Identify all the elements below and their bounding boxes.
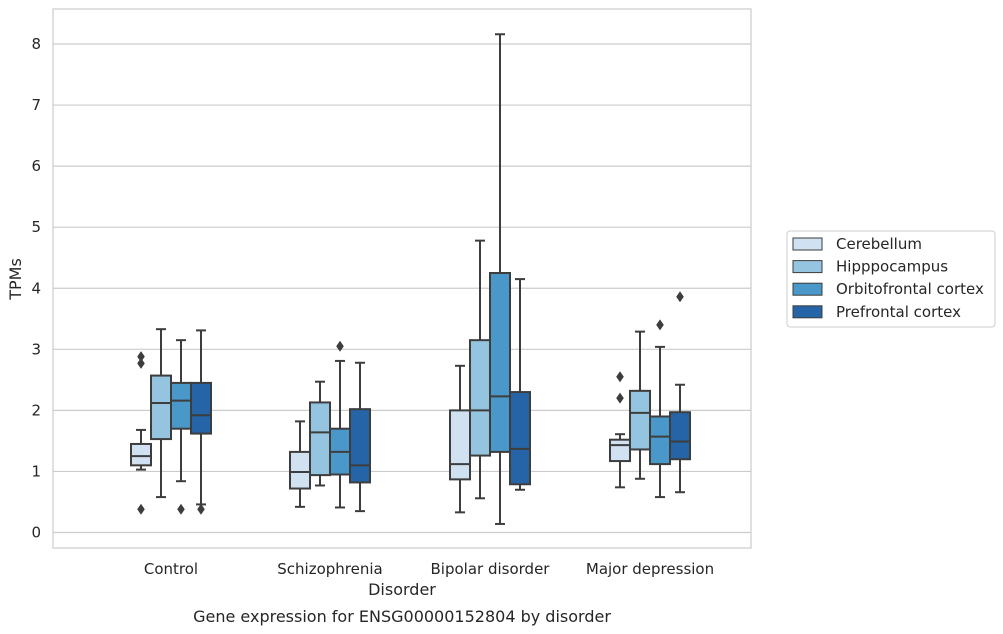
outlier-point	[137, 503, 145, 515]
plot-frame	[52, 8, 752, 549]
x-tick-label: Control	[144, 560, 198, 578]
box-group	[190, 329, 212, 515]
box-group	[669, 291, 691, 494]
box-group	[509, 278, 531, 491]
box-group	[349, 361, 371, 513]
y-tick-label: 8	[31, 35, 41, 53]
legend-swatch	[792, 237, 823, 251]
outlier-point	[616, 392, 624, 404]
box-iqr	[289, 450, 311, 490]
box-iqr	[629, 389, 651, 451]
chart-caption: Gene expression for ENSG00000152804 by d…	[193, 607, 611, 626]
y-tick-label: 6	[31, 157, 41, 175]
y-tick-labels: 0 1 2 3 4 5 6 7 8	[31, 35, 41, 541]
x-tick-label: Schizophrenia	[277, 560, 382, 578]
legend-label: Hipppocampus	[836, 258, 948, 276]
legend-frame	[786, 230, 996, 328]
outlier-point	[197, 503, 205, 515]
outlier-point	[137, 357, 145, 369]
outlier-point	[137, 351, 145, 363]
box-iqr	[449, 409, 471, 481]
x-tick-label: Major depression	[586, 560, 714, 578]
y-axis-title: TPMs	[6, 258, 25, 301]
grid-lines	[53, 43, 751, 534]
box-iqr	[649, 415, 671, 466]
box-group	[150, 328, 172, 499]
box-group	[130, 351, 152, 515]
legend-swatch	[792, 305, 823, 319]
x-axis-title: Disorder	[368, 580, 436, 599]
outlier-point	[616, 371, 624, 383]
legend: Cerebellum Hipppocampus Orbitofrontal cort…	[786, 230, 996, 328]
box-group	[609, 371, 631, 489]
box-group	[489, 33, 511, 525]
box-iqr	[349, 408, 371, 484]
legend-swatch	[792, 282, 823, 296]
boxes	[130, 33, 691, 525]
box-iqr	[509, 391, 531, 486]
box-group	[469, 239, 491, 500]
box-group	[289, 420, 311, 508]
box-group	[629, 330, 651, 480]
box-iqr	[309, 401, 331, 477]
box-group	[449, 364, 471, 514]
x-tick-label: Bipolar disorder	[431, 560, 551, 578]
legend-label: Orbitofrontal cortex	[836, 280, 984, 298]
box-iqr	[489, 271, 511, 453]
box-group	[329, 340, 351, 509]
box-group	[309, 380, 331, 487]
box-iqr	[669, 411, 691, 461]
legend-label: Prefrontal cortex	[836, 303, 961, 321]
box-group	[649, 319, 671, 499]
outlier-point	[676, 291, 684, 303]
outlier-point	[336, 340, 344, 352]
box-iqr	[170, 381, 192, 430]
box-iqr	[130, 442, 152, 467]
legend-items: Cerebellum Hipppocampus Orbitofrontal cort…	[792, 235, 984, 321]
legend-swatch	[792, 260, 823, 274]
x-tick-labels: Control Schizophrenia Bipolar disorder Majo…	[144, 560, 714, 578]
y-tick-label: 3	[31, 340, 41, 358]
box-group	[170, 339, 192, 515]
y-tick-label: 4	[31, 279, 41, 297]
y-tick-label: 2	[31, 401, 41, 419]
y-tick-label: 0	[31, 524, 41, 542]
box-iqr	[609, 438, 631, 463]
outlier-point	[656, 319, 664, 331]
box-iqr	[190, 381, 212, 435]
y-tick-label: 1	[31, 462, 41, 480]
y-tick-label: 5	[31, 218, 41, 236]
box-iqr	[150, 374, 172, 441]
y-tick-label: 7	[31, 96, 41, 114]
outlier-point	[177, 503, 185, 515]
box-iqr	[469, 339, 491, 457]
legend-label: Cerebellum	[836, 235, 922, 253]
